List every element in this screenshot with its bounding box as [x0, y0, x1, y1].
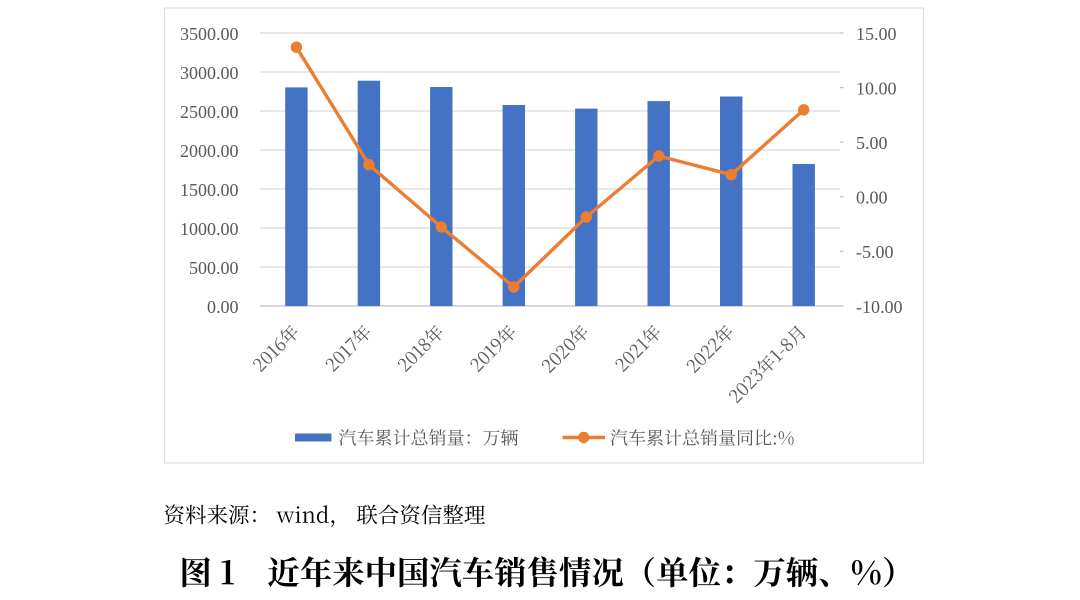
svg-text:15.00: 15.00 — [856, 24, 897, 44]
svg-text:3000.00: 3000.00 — [180, 63, 239, 83]
svg-text:2500.00: 2500.00 — [180, 102, 239, 122]
svg-text:10.00: 10.00 — [856, 78, 897, 98]
svg-text:0.00: 0.00 — [207, 297, 239, 317]
svg-text:500.00: 500.00 — [189, 258, 239, 278]
svg-text:-5.00: -5.00 — [856, 242, 894, 262]
svg-text:1500.00: 1500.00 — [180, 180, 239, 200]
svg-text:2000.00: 2000.00 — [180, 141, 239, 161]
svg-text:1000.00: 1000.00 — [180, 219, 239, 239]
svg-text:-10.00: -10.00 — [856, 297, 903, 317]
svg-text:0.00: 0.00 — [856, 188, 888, 208]
svg-text:3500.00: 3500.00 — [180, 24, 239, 44]
svg-text:5.00: 5.00 — [856, 133, 888, 153]
